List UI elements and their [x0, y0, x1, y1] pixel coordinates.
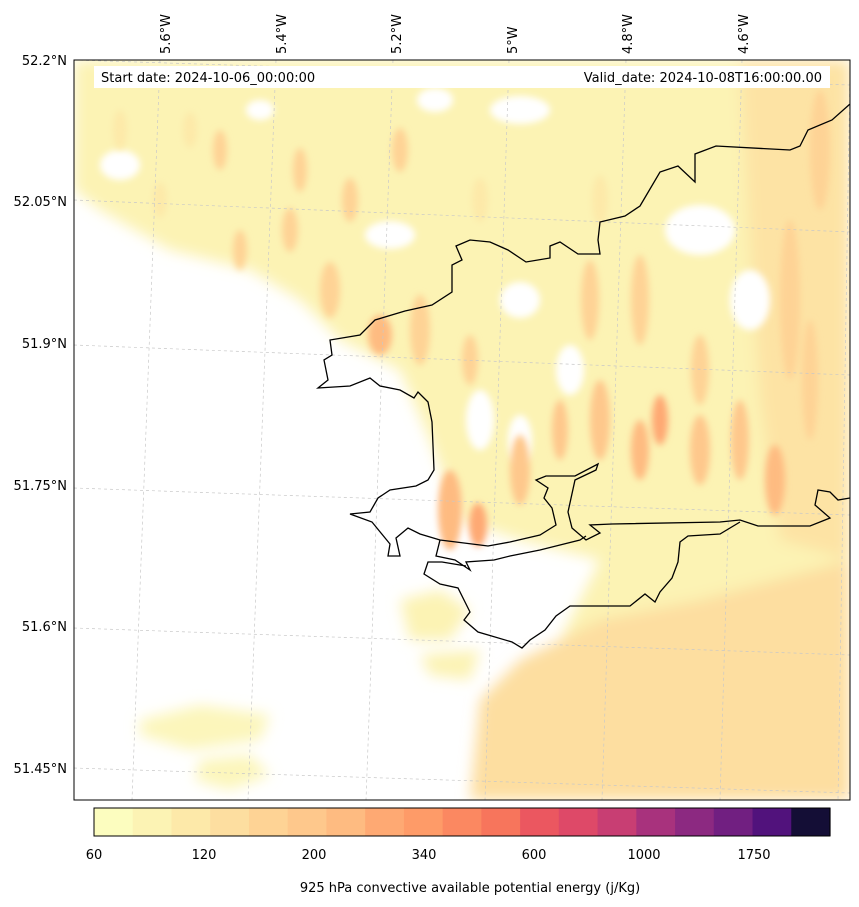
- colorbar-swatch: [558, 808, 599, 836]
- colorbar-tick-600: 600: [522, 848, 547, 863]
- colorbar-tick-340: 340: [412, 848, 437, 863]
- colorbar-tick-60: 60: [86, 848, 103, 863]
- colorbar-tick-1000: 1000: [627, 848, 660, 863]
- colorbar-swatch: [597, 808, 637, 836]
- lat-label-52-2n: 52.2°N: [22, 54, 67, 69]
- colorbar-tick-1750: 1750: [737, 848, 770, 863]
- colorbar-swatch: [210, 808, 250, 836]
- colorbar-swatch: [713, 808, 754, 836]
- colorbar-swatch: [636, 808, 676, 836]
- colorbar-tick-120: 120: [192, 848, 217, 863]
- lon-label-4-6w: 4.6°W: [737, 14, 752, 54]
- colorbar-swatch: [675, 808, 715, 836]
- date-banner: [94, 66, 830, 88]
- lat-label-51-6n: 51.6°N: [22, 620, 67, 635]
- colorbar-title: 925 hPa convective available potential e…: [300, 881, 640, 896]
- lat-label-51-9n: 51.9°N: [22, 337, 67, 352]
- colorbar-swatch: [248, 808, 289, 836]
- map-panel: [73, 59, 851, 801]
- cape-streaks: [113, 90, 830, 550]
- colorbar-tick-200: 200: [302, 848, 327, 863]
- colorbar-swatch: [752, 808, 792, 836]
- graticule: [73, 59, 851, 801]
- lon-label-5-2w: 5.2°W: [390, 14, 405, 54]
- lon-label-5-4w: 5.4°W: [275, 14, 290, 54]
- colorbar-swatch: [94, 808, 134, 836]
- longitude-labels: 5.6°W 5.4°W 5.2°W 5°W 4.8°W 4.6°W: [159, 14, 752, 54]
- coastline: [315, 103, 851, 557]
- map-frame: [73, 59, 851, 801]
- colorbar-swatch: [481, 808, 521, 836]
- lon-label-4-8w: 4.8°W: [621, 14, 636, 54]
- colorbar-swatch: [442, 808, 482, 836]
- colorbar-swatch: [365, 808, 405, 836]
- lat-label-51-45n: 51.45°N: [14, 762, 67, 777]
- colorbar-swatch: [171, 808, 211, 836]
- lon-label-5-6w: 5.6°W: [159, 14, 174, 54]
- lat-label-51-75n: 51.75°N: [14, 479, 67, 494]
- colorbar: 60 120 200 340 600 1000 1750 925 hPa con…: [86, 807, 831, 896]
- cape-field: [74, 60, 850, 800]
- lat-label-52-05n: 52.05°N: [14, 195, 67, 210]
- colorbar-swatch: [287, 808, 328, 836]
- colorbar-swatch: [326, 808, 366, 836]
- lon-label-5w: 5°W: [506, 26, 521, 54]
- valid-date-label: Valid_date: 2024-10-08T16:00:00.00: [584, 71, 822, 86]
- coastline-south: [423, 521, 741, 649]
- latitude-labels: 52.2°N 52.05°N 51.9°N 51.75°N 51.6°N 51.…: [14, 54, 67, 777]
- colorbar-swatch: [403, 808, 444, 836]
- colorbar-swatch: [132, 808, 173, 836]
- start-date-label: Start date: 2024-10-06_00:00:00: [101, 71, 315, 86]
- colorbar-swatches: [94, 808, 831, 836]
- colorbar-swatch: [791, 808, 831, 836]
- colorbar-ticks: 60 120 200 340 600 1000 1750: [86, 848, 771, 863]
- colorbar-swatch: [520, 808, 560, 836]
- colorbar-frame: [93, 807, 831, 837]
